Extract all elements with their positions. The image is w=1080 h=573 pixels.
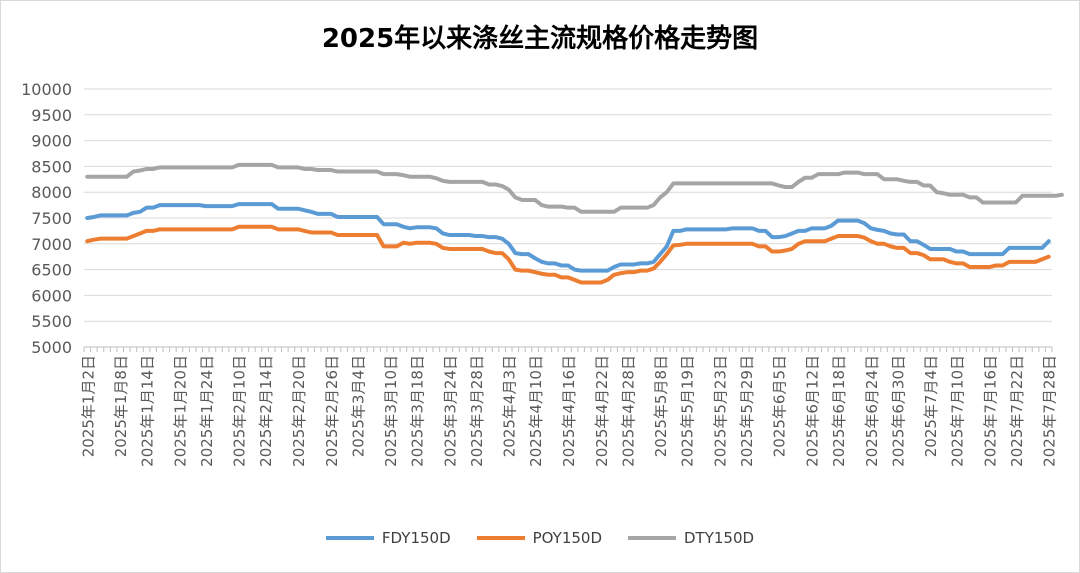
- x-tick-label: 2025年1月24日: [198, 355, 216, 467]
- x-tick-label: 2025年6月24日: [863, 355, 881, 467]
- x-tick-label: 2025年3月28日: [468, 355, 486, 467]
- x-tick-label: 2025年5月8日: [652, 355, 670, 457]
- y-tick-label: 8000: [31, 183, 72, 202]
- series-dty150d: [85, 162, 1064, 214]
- x-tick-label: 2025年7月16日: [981, 355, 999, 467]
- x-tick-label: 2025年2月20日: [290, 355, 308, 467]
- legend-label: DTY150D: [684, 529, 755, 547]
- x-tick-label: 2025年3月10日: [382, 355, 400, 467]
- x-tick-label: 2025年3月24日: [441, 355, 459, 467]
- y-axis-ticks: 5000 5500 6000 6500 7000 7500 8000 8500 9000 9500…: [21, 80, 72, 357]
- legend-item-poy150d: POY150D: [476, 529, 602, 547]
- legend-item-dty150d: DTY150D: [628, 529, 754, 547]
- series-line-fdy150d: [85, 202, 1051, 273]
- x-tick-label: 2025年2月26日: [323, 355, 341, 467]
- y-tick-label: 6500: [31, 261, 72, 280]
- legend-label: POY150D: [532, 529, 602, 547]
- legend: FDY150D POY150D DTY150D: [0, 529, 1080, 547]
- y-tick-label: 7000: [31, 235, 72, 254]
- y-tick-label: 8500: [31, 157, 72, 176]
- series-poy150d: [85, 224, 1051, 285]
- x-tick-label: 2025年7月10日: [949, 355, 967, 467]
- legend-swatch: [476, 536, 525, 540]
- y-tick-label: 7500: [31, 209, 72, 228]
- x-tick-label: 2025年5月23日: [711, 355, 729, 467]
- chart-title: 2025年以来涤丝主流规格价格走势图: [321, 24, 759, 54]
- x-tick-label: 2025年4月28日: [619, 355, 637, 467]
- x-tick-label: 2025年4月16日: [560, 355, 578, 467]
- legend-swatch: [628, 536, 676, 540]
- y-tick-label: 6000: [31, 286, 72, 305]
- x-tick-label: 2025年5月29日: [738, 355, 756, 467]
- legend-swatch: [325, 536, 374, 540]
- y-tick-label: 5000: [31, 338, 72, 357]
- gridlines: [84, 88, 1052, 348]
- y-tick-label: 9000: [31, 132, 72, 151]
- x-tick-label: 2025年1月2日: [79, 355, 97, 457]
- x-tick-label: 2025年7月4日: [922, 355, 940, 457]
- y-tick-label: 10000: [21, 80, 72, 99]
- x-tick-label: 2025年1月8日: [112, 355, 130, 457]
- x-tick-label: 2025年1月14日: [139, 355, 157, 467]
- x-axis-ticks: 2025年1月2日 2025年1月8日 2025年1月14日 2025年1月20日 20…: [79, 346, 1059, 467]
- series-fdy150d: [85, 202, 1051, 273]
- x-tick-label: 2025年6月12日: [804, 355, 822, 467]
- y-tick-label: 9500: [31, 106, 72, 125]
- x-tick-label: 2025年6月5日: [771, 355, 789, 457]
- x-tick-label: 2025年3月4日: [349, 355, 367, 457]
- x-tick-label: 2025年6月30日: [889, 355, 907, 467]
- x-tick-label: 2025年6月18日: [830, 355, 848, 467]
- legend-item-fdy150d: FDY150D: [325, 529, 451, 547]
- x-tick-label: 2025年4月3日: [501, 355, 519, 457]
- x-tick-label: 2025年1月20日: [171, 355, 189, 467]
- legend-label: FDY150D: [381, 529, 451, 547]
- x-tick-label: 2025年4月22日: [593, 355, 611, 467]
- x-tick-label: 2025年3月18日: [409, 355, 427, 467]
- series-lines: [85, 162, 1064, 285]
- x-tick-label: 2025年7月28日: [1041, 355, 1059, 467]
- x-tick-label: 2025年5月19日: [679, 355, 697, 467]
- x-tick-label: 2025年4月10日: [527, 355, 545, 467]
- x-tick-label: 2025年2月14日: [257, 355, 275, 467]
- y-tick-label: 5500: [31, 312, 72, 331]
- x-tick-label: 2025年2月10日: [231, 355, 249, 467]
- x-tick-label: 2025年7月22日: [1008, 355, 1026, 467]
